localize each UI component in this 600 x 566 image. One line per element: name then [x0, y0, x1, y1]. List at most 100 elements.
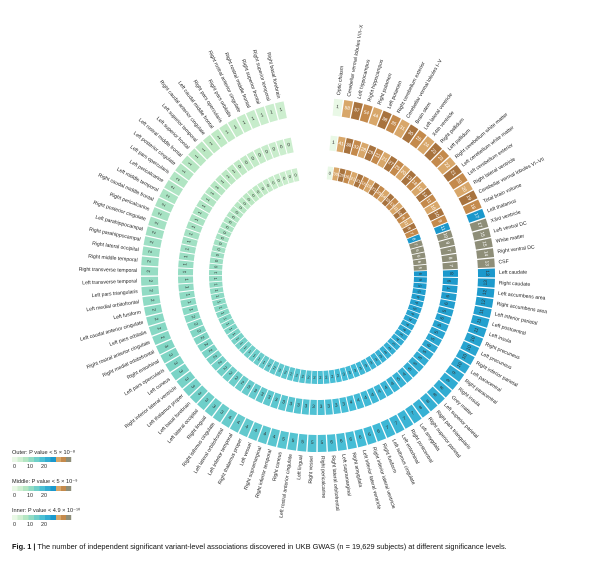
middle-ring-cell	[248, 383, 262, 400]
outer-ring-cell	[142, 295, 161, 306]
middle-ring-cell	[406, 175, 422, 191]
middle-ring-value: 11	[439, 225, 446, 232]
outer-ring-cell	[195, 141, 214, 160]
legend-tick: 20	[41, 522, 47, 528]
outer-ring-cell	[145, 226, 165, 239]
inner-ring-value: 0	[234, 209, 240, 214]
inner-ring-value: 16	[361, 180, 368, 187]
outer-ring-value: 1	[279, 107, 283, 114]
legend-gradient-swatch	[12, 457, 18, 462]
outer-ring-cell	[141, 256, 159, 267]
middle-ring-value: 6	[426, 343, 433, 349]
inner-ring-cell	[247, 188, 260, 203]
outer-ring-value: 4	[244, 424, 249, 431]
inner-ring-cell	[227, 328, 241, 340]
outer-ring-cell	[439, 372, 459, 390]
inner-ring-cell	[396, 212, 411, 224]
outer-ring-value: 23	[436, 154, 444, 162]
outer-ring-cell	[202, 134, 221, 154]
inner-ring-cell	[413, 282, 427, 290]
inner-ring-value: 2	[301, 374, 305, 379]
legend-brown-swatch	[56, 457, 62, 462]
inner-ring-cell	[233, 201, 248, 214]
caption-fig-label: Fig. 1 |	[12, 542, 36, 551]
inner-ring-value: 0	[216, 247, 222, 251]
middle-ring-cell	[183, 228, 200, 240]
middle-ring-value: 0	[279, 144, 284, 151]
middle-ring-value: 4	[363, 395, 368, 402]
outer-ring-cell	[380, 418, 396, 438]
figure-caption: Fig. 1 | The number of independent signi…	[12, 542, 592, 552]
middle-ring-cell	[201, 344, 218, 359]
inner-ring-value: 3	[342, 371, 346, 377]
middle-ring-value: 25	[393, 164, 401, 172]
outer-ring-value: 3	[163, 344, 170, 349]
middle-ring-value: 9	[436, 219, 443, 224]
inner-ring-cell	[215, 308, 230, 319]
outer-ring-value: 2	[161, 202, 168, 207]
middle-ring-value: 1	[191, 224, 198, 229]
outer-ring-value: 2	[159, 335, 166, 340]
legend-title: Inner: P value < 4.9 × 10⁻¹⁰	[12, 507, 81, 514]
outer-ring-cell	[156, 339, 175, 355]
inner-ring-cell	[365, 355, 377, 370]
region-label: Right pericalcarine	[319, 456, 326, 498]
outer-ring-value: 1	[181, 169, 188, 175]
middle-ring-cell	[215, 174, 231, 191]
middle-ring-value: 5	[407, 366, 413, 372]
inner-ring-cell	[394, 329, 409, 341]
outer-ring-cell	[469, 218, 489, 232]
middle-ring-value: 22	[374, 152, 382, 160]
inner-ring-value: 3	[353, 368, 358, 374]
inner-ring-value: 10	[396, 210, 403, 217]
inner-ring-cell	[413, 277, 427, 283]
middle-ring-value: 2	[192, 322, 199, 327]
middle-ring-cell	[336, 136, 346, 153]
inner-ring-value: 0	[215, 253, 220, 257]
outer-ring-cell	[467, 323, 487, 338]
outer-ring-cell	[466, 208, 486, 223]
outer-ring-cell	[472, 228, 491, 241]
outer-ring-cell	[297, 433, 308, 452]
inner-ring-value: 11	[393, 205, 400, 212]
middle-ring-cell	[262, 389, 275, 407]
middle-ring-value: 2	[195, 329, 202, 334]
outer-ring-value: 1	[224, 129, 230, 136]
inner-ring-value: 0	[214, 259, 219, 263]
middle-ring-cell	[431, 215, 448, 228]
inner-ring-cell	[407, 304, 422, 314]
middle-ring-cell	[436, 230, 453, 242]
outer-ring-cell	[165, 355, 185, 373]
middle-ring-value: 3	[259, 391, 264, 398]
inner-ring-value: 2	[331, 374, 335, 379]
inner-ring-value: 3	[387, 345, 393, 351]
middle-ring-value: 10	[432, 211, 440, 219]
middle-ring-cell	[226, 164, 242, 181]
inner-ring-value: 1	[262, 359, 267, 365]
outer-ring-value: 6	[340, 438, 344, 444]
middle-ring-value: 1	[182, 262, 188, 265]
outer-ring-value: 10	[465, 344, 473, 352]
middle-ring-cell	[383, 155, 398, 173]
legend-gradient-swatch	[23, 515, 29, 520]
legend-title: Outer: P value < 5 × 10⁻⁸	[12, 449, 76, 456]
outer-ring-value: 2	[175, 177, 182, 183]
outer-ring-cell	[219, 123, 236, 143]
middle-ring-value: 7	[446, 287, 452, 291]
inner-ring-value: 6	[418, 273, 423, 276]
middle-ring-value: 27	[387, 160, 395, 168]
middle-ring-value: 38	[345, 142, 352, 149]
outer-ring-value: 2	[149, 299, 155, 303]
outer-ring-cell	[142, 246, 161, 258]
middle-ring-cell	[221, 169, 237, 185]
outer-ring-value: 3	[167, 353, 174, 358]
middle-ring-cell	[343, 137, 354, 155]
middle-ring-cell	[283, 137, 294, 154]
outer-ring-value: 1	[233, 124, 239, 131]
inner-ring-cell	[208, 269, 223, 276]
outer-ring-cell	[368, 107, 383, 126]
middle-ring-value: 2	[233, 375, 239, 382]
inner-ring-value: 2	[284, 369, 288, 375]
outer-ring-cell	[477, 258, 495, 268]
middle-ring-value: 3	[297, 402, 301, 408]
